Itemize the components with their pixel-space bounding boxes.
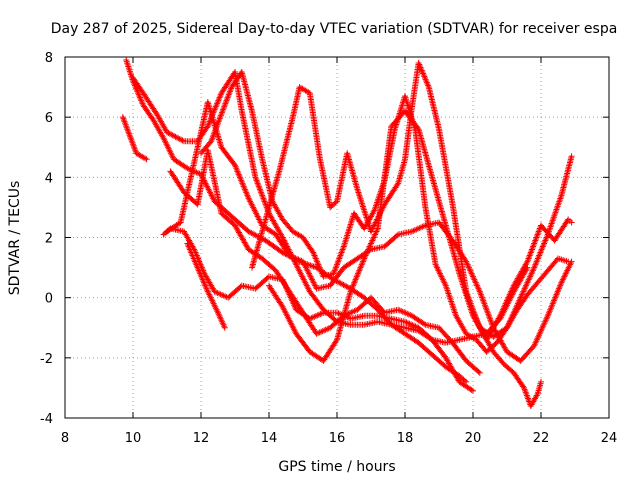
x-tick-label: 24 — [601, 431, 618, 446]
series-track-2 — [119, 114, 150, 163]
y-tick-label: 6 — [45, 111, 53, 126]
x-tick-label: 8 — [61, 431, 69, 446]
axis-ticks — [64, 56, 610, 419]
data-marker-plus — [119, 114, 150, 163]
y-tick-label: -4 — [40, 412, 53, 427]
y-axis-label: SDTVAR / TECUs — [7, 181, 23, 296]
data-marker-plus — [470, 309, 544, 409]
x-tick-label: 16 — [329, 431, 346, 446]
y-tick-label: 2 — [45, 232, 53, 247]
data-series-layer — [119, 57, 575, 409]
series-track-11 — [470, 309, 544, 409]
x-axis-label: GPS time / hours — [278, 459, 395, 475]
x-tick-label: 22 — [533, 431, 550, 446]
series-track-4 — [160, 225, 476, 394]
data-marker-plus — [160, 225, 476, 394]
series-track-7 — [184, 240, 228, 331]
x-axis-tick-labels: 8 10 12 14 16 18 20 22 24 — [61, 431, 617, 446]
data-marker-plus — [249, 60, 575, 340]
y-tick-label: -2 — [40, 352, 53, 367]
x-tick-label: 18 — [397, 431, 414, 446]
x-tick-label: 12 — [193, 431, 210, 446]
x-tick-label: 10 — [125, 431, 142, 446]
x-tick-label: 14 — [261, 431, 278, 446]
chart-title: Day 287 of 2025, Sidereal Day-to-day VTE… — [51, 21, 618, 37]
y-tick-label: 8 — [45, 51, 53, 66]
y-tick-label: 0 — [45, 292, 53, 307]
y-axis-tick-labels: -4 -2 0 2 4 6 8 — [40, 51, 53, 427]
x-tick-label: 20 — [465, 431, 482, 446]
data-marker-plus — [184, 240, 228, 331]
y-tick-label: 4 — [45, 171, 53, 186]
grid-lines — [65, 57, 609, 418]
series-track-9 — [249, 60, 575, 340]
